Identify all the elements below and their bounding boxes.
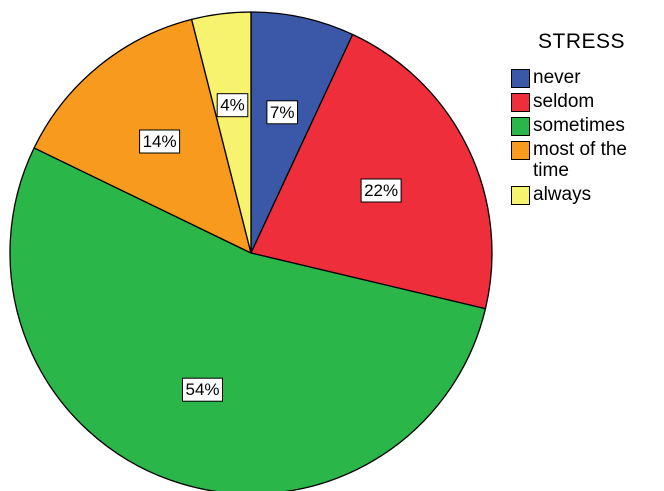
legend-swatch-always xyxy=(511,186,530,205)
legend-item-always: always xyxy=(511,184,663,205)
slice-label-sometimes: 54% xyxy=(182,377,223,402)
legend-item-never: never xyxy=(511,67,663,88)
legend-swatch-never xyxy=(511,69,530,88)
slice-label-always: 4% xyxy=(216,93,249,118)
pie-slice-sometimes xyxy=(9,147,487,491)
legend-swatch-seldom xyxy=(511,93,530,112)
slice-label-most-of-the-time: 14% xyxy=(139,129,181,154)
slice-label-text-never: 7% xyxy=(270,103,295,122)
legend-item-most-of-the-time: most of the time xyxy=(511,139,663,181)
slice-label-text-sometimes: 54% xyxy=(185,380,219,399)
slice-label-box-seldom xyxy=(360,178,402,203)
slice-label-box-sometimes xyxy=(182,377,223,402)
slice-label-box-never xyxy=(266,100,298,125)
legend-label-never: never xyxy=(533,67,581,88)
legend-swatch-sometimes xyxy=(511,117,530,136)
legend: never seldom sometimes most of the time alwa… xyxy=(511,67,663,208)
legend-item-seldom: seldom xyxy=(511,91,663,112)
slice-label-box-most-of-the-time xyxy=(139,129,181,154)
slice-label-text-seldom: 22% xyxy=(364,181,398,200)
legend-swatch-most-of-the-time xyxy=(511,141,530,160)
pie-slice-never xyxy=(250,11,354,254)
legend-title: STRESS xyxy=(538,30,626,53)
legend-item-sometimes: sometimes xyxy=(511,115,663,136)
legend-label-seldom: seldom xyxy=(533,91,595,112)
slice-label-never: 7% xyxy=(266,100,298,125)
legend-label-most-of-the-time: most of the time xyxy=(533,139,627,181)
slice-label-box-always xyxy=(216,93,249,118)
slice-label-seldom: 22% xyxy=(360,178,402,203)
slice-label-text-always: 4% xyxy=(220,96,245,115)
slice-label-text-most-of-the-time: 14% xyxy=(143,132,177,151)
pie-slice-seldom xyxy=(250,33,493,310)
pie-slice-always xyxy=(191,11,252,254)
pie-slices xyxy=(9,11,493,491)
pie-slice-labels: 7% 22% 54% 14% 4% xyxy=(139,93,402,402)
legend-label-sometimes: sometimes xyxy=(533,115,625,136)
legend-label-always: always xyxy=(533,184,592,205)
